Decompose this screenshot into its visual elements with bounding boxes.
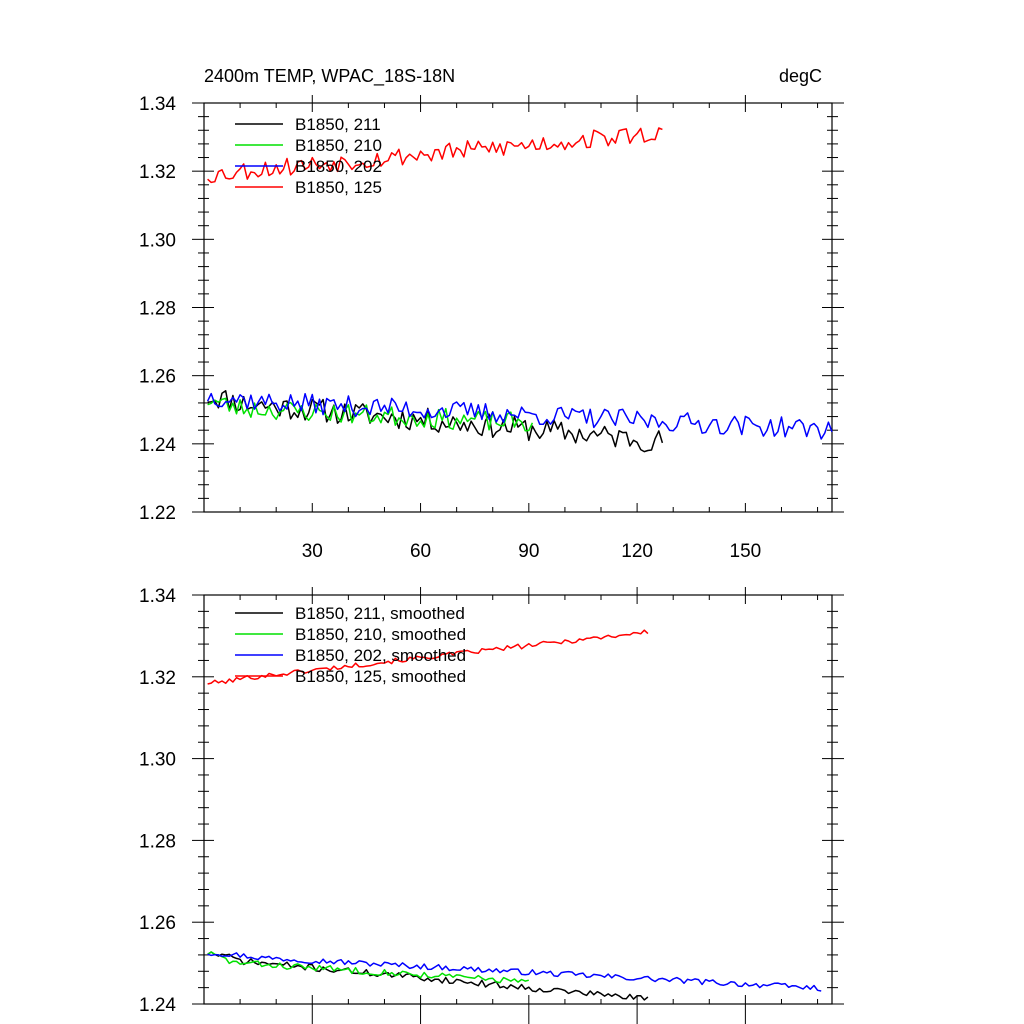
series-line <box>207 397 534 432</box>
y-tick-label: 1.30 <box>139 750 176 771</box>
x-tick-label: 90 <box>518 541 539 562</box>
y-tick-label: 1.28 <box>139 299 176 320</box>
x-tick-label: 60 <box>410 541 431 562</box>
y-tick-label: 1.28 <box>139 831 176 852</box>
legend-label: B1850, 210, smoothed <box>295 625 466 644</box>
y-tick-label: 1.26 <box>139 367 176 388</box>
series-line <box>207 127 663 184</box>
y-tick-label: 1.34 <box>139 94 176 115</box>
y-tick-label: 1.32 <box>139 162 176 183</box>
y-tick-label: 1.24 <box>139 995 176 1016</box>
x-tick-label: 120 <box>621 541 653 562</box>
y-tick-label: 1.24 <box>139 435 176 456</box>
plot-frame <box>203 594 833 1005</box>
series-line <box>207 390 664 453</box>
series-line <box>207 952 822 992</box>
y-tick-label: 1.30 <box>139 230 176 251</box>
units-label: degC <box>779 66 822 86</box>
legend-label: B1850, 125, smoothed <box>295 667 466 686</box>
y-tick-label: 1.34 <box>139 586 176 607</box>
legend-label: B1850, 211, smoothed <box>295 604 465 623</box>
y-tick-label: 1.32 <box>139 668 176 689</box>
series-line <box>207 951 529 984</box>
bottom-plot: 1.24 1.26 1.28 1.30 1.32 1.34 B1850, 211, smoo… <box>139 586 844 1024</box>
legend-label: B1850, 210 <box>295 136 382 155</box>
x-tick-label: 150 <box>730 541 762 562</box>
y-tick-label: 1.22 <box>139 503 176 524</box>
top-plot: 30 60 90 120 150 1.22 1.24 1.26 1.28 1.30 1.32 1.34… <box>139 94 844 562</box>
series-line <box>207 629 649 685</box>
chart-title: 2400m TEMP, WPAC_18S-18N <box>204 66 455 87</box>
legend-label: B1850, 202, smoothed <box>295 646 466 665</box>
y-tick-label: 1.26 <box>139 913 176 934</box>
legend-label: B1850, 125 <box>295 178 382 197</box>
legend-label: B1850, 211 <box>295 115 381 134</box>
legend-label: B1850, 202 <box>295 157 382 176</box>
x-tick-label: 30 <box>302 541 323 562</box>
series-line <box>206 392 833 440</box>
